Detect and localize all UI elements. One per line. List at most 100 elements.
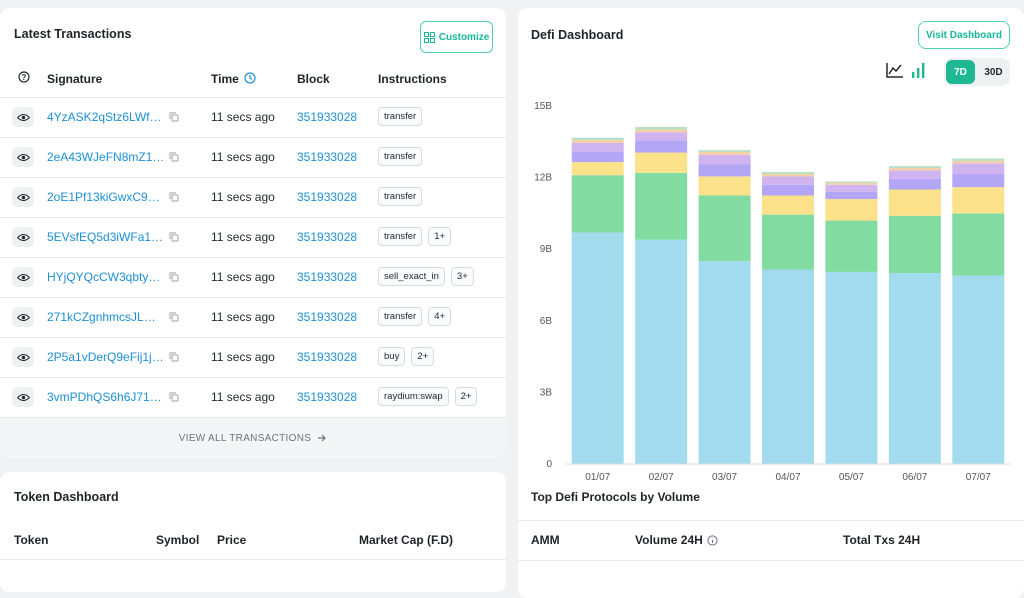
bar-chart-icon[interactable] (911, 62, 927, 78)
bar-segment[interactable] (698, 176, 751, 196)
bar-segment[interactable] (698, 261, 751, 464)
copy-icon[interactable] (169, 272, 179, 282)
instruction-badge[interactable]: 2+ (454, 387, 478, 406)
bar-segment[interactable] (825, 220, 878, 272)
bar-segment[interactable] (888, 178, 941, 190)
instruction-badge[interactable]: raydium:swap (378, 387, 449, 406)
bar-segment[interactable] (635, 127, 688, 130)
block-link[interactable]: 351933028 (297, 310, 358, 324)
block-link[interactable]: 351933028 (297, 150, 358, 164)
bar-segment[interactable] (762, 172, 814, 175)
bar-segment[interactable] (825, 182, 878, 185)
bar-segment[interactable] (571, 162, 624, 176)
bar-segment[interactable] (825, 181, 878, 183)
view-transaction-button[interactable] (12, 307, 34, 327)
bar-segment[interactable] (825, 184, 878, 192)
instruction-badge[interactable]: 1+ (428, 227, 452, 246)
bar-segment[interactable] (635, 152, 688, 173)
copy-icon[interactable] (169, 392, 179, 402)
bar-segment[interactable] (635, 172, 688, 240)
bar-segment[interactable] (888, 215, 941, 274)
block-link[interactable]: 351933028 (297, 230, 358, 244)
info-icon[interactable] (707, 534, 718, 546)
bar-segment[interactable] (571, 140, 624, 143)
bar-segment[interactable] (698, 150, 751, 153)
view-transaction-button[interactable] (12, 107, 34, 127)
bar-segment[interactable] (698, 154, 751, 165)
bar-segment[interactable] (825, 191, 878, 200)
signature-link[interactable]: 2P5a1vDerQ9eFij1jQ... (47, 350, 165, 364)
copy-icon[interactable] (169, 112, 179, 122)
bar-segment[interactable] (888, 189, 941, 216)
bar-segment[interactable] (571, 137, 624, 141)
view-transaction-button[interactable] (12, 147, 34, 167)
instruction-badge[interactable]: transfer (378, 187, 423, 206)
bar-segment[interactable] (888, 273, 941, 464)
bar-segment[interactable] (888, 170, 941, 179)
bar-segment[interactable] (635, 239, 688, 464)
block-link[interactable]: 351933028 (297, 350, 358, 364)
signature-link[interactable]: 2eA43WJeFN8mZ1R... (47, 150, 165, 164)
signature-link[interactable]: HYjQYQcCW3qbtyvH... (47, 270, 165, 284)
bar-segment[interactable] (888, 168, 941, 171)
bar-segment[interactable] (571, 232, 624, 464)
instruction-badge[interactable]: 3+ (450, 267, 474, 286)
signature-link[interactable]: 3vmPDhQS6h6J71ZJ... (47, 390, 165, 404)
bar-segment[interactable] (571, 175, 624, 233)
range-7d-button[interactable]: 7D (946, 60, 975, 84)
bar-segment[interactable] (635, 140, 688, 153)
copy-icon[interactable] (169, 352, 179, 362)
clock-icon[interactable] (244, 72, 256, 84)
instruction-badge[interactable]: transfer (378, 147, 423, 166)
instruction-badge[interactable]: sell_exact_in (378, 267, 445, 286)
view-transaction-button[interactable] (12, 227, 34, 247)
bar-segment[interactable] (762, 184, 814, 196)
instruction-badge[interactable]: buy (378, 347, 406, 366)
signature-link[interactable]: 271kCZgnhmcsJLQQ... (47, 310, 165, 324)
signature-link[interactable]: 5EVsfEQ5d3iWFa188... (47, 230, 165, 244)
customize-button[interactable]: Customize (420, 21, 493, 53)
bar-segment[interactable] (952, 275, 1005, 464)
range-30d-button[interactable]: 30D (984, 66, 1003, 78)
instruction-badge[interactable]: 4+ (428, 307, 452, 326)
bar-segment[interactable] (762, 176, 814, 185)
view-all-transactions-link[interactable]: VIEW ALL TRANSACTIONS (0, 418, 506, 458)
block-link[interactable]: 351933028 (297, 110, 358, 124)
copy-icon[interactable] (169, 152, 179, 162)
help-icon[interactable]: ? (18, 71, 30, 83)
bar-segment[interactable] (952, 160, 1005, 164)
copy-icon[interactable] (169, 232, 179, 242)
copy-icon[interactable] (169, 312, 179, 322)
line-chart-icon[interactable] (886, 62, 904, 78)
instruction-badge[interactable]: transfer (378, 307, 423, 326)
bar-segment[interactable] (952, 187, 1005, 214)
bar-segment[interactable] (825, 271, 878, 464)
bar-segment[interactable] (698, 195, 751, 262)
bar-segment[interactable] (571, 142, 624, 152)
block-link[interactable]: 351933028 (297, 270, 358, 284)
bar-segment[interactable] (952, 163, 1005, 175)
bar-segment[interactable] (762, 174, 814, 177)
block-link[interactable]: 351933028 (297, 190, 358, 204)
bar-segment[interactable] (888, 166, 941, 169)
bar-segment[interactable] (952, 158, 1005, 161)
view-transaction-button[interactable] (12, 187, 34, 207)
bar-segment[interactable] (825, 199, 878, 221)
signature-link[interactable]: 4YzASK2qStz6LWfcg... (47, 110, 165, 124)
bar-segment[interactable] (635, 129, 688, 133)
bar-segment[interactable] (635, 132, 688, 141)
instruction-badge[interactable]: 2+ (411, 347, 435, 366)
view-transaction-button[interactable] (12, 387, 34, 407)
bar-segment[interactable] (952, 213, 1005, 276)
instruction-badge[interactable]: transfer (378, 227, 423, 246)
bar-segment[interactable] (762, 214, 814, 270)
signature-link[interactable]: 2oE1Pf13kiGwxC9bL... (47, 190, 165, 204)
instruction-badge[interactable]: transfer (378, 107, 423, 126)
bar-segment[interactable] (698, 152, 751, 155)
bar-segment[interactable] (571, 151, 624, 163)
bar-segment[interactable] (762, 269, 814, 464)
copy-icon[interactable] (169, 192, 179, 202)
block-link[interactable]: 351933028 (297, 390, 358, 404)
bar-segment[interactable] (698, 164, 751, 177)
view-transaction-button[interactable] (12, 267, 34, 287)
